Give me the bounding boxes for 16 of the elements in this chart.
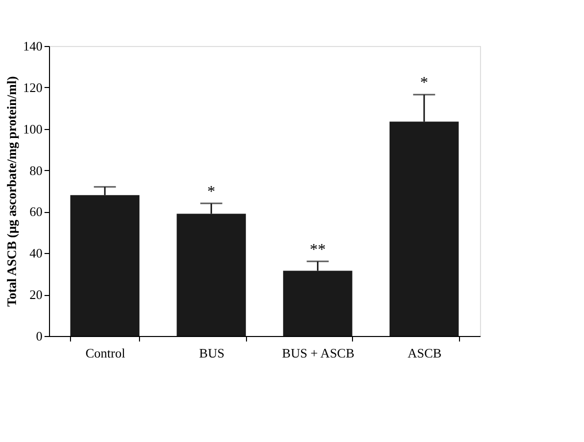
y-tick-label: 0 [36,328,42,344]
y-tick-label: 120 [23,80,42,95]
annotation: * [207,183,216,200]
y-tick-label: 140 [23,38,42,54]
y-tick-label: 80 [30,162,42,178]
annotation: ** [310,241,326,258]
y-axis-title: Total ASCB (μg ascorbate/mg protein/ml) [4,76,19,307]
x-tick-label: Control [86,346,126,360]
annotation: * [420,74,428,92]
y-tick-label: 60 [30,204,42,220]
y-tick-label: 20 [30,287,42,302]
x-tick-label: BUS [199,346,224,360]
y-tick-label: 100 [23,121,42,136]
y-tick-label: 40 [30,246,42,261]
x-tick-label: ASCB [408,346,442,360]
x-tick-label: BUS + ASCB [282,346,355,360]
